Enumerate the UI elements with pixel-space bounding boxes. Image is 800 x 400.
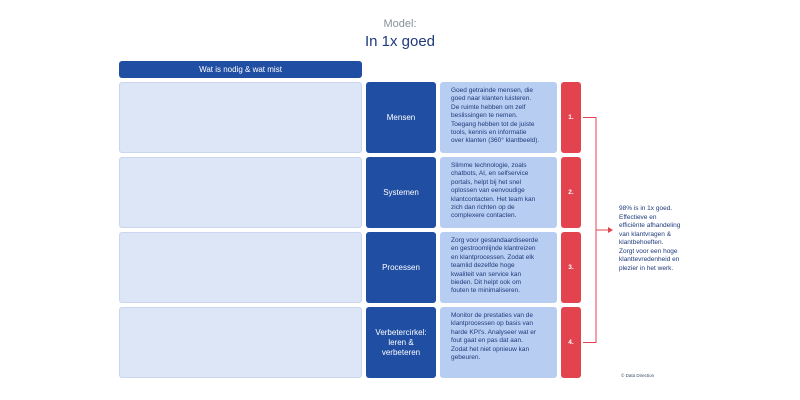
arrow-head-icon [608,227,613,233]
number-badge-2: 2. [561,157,581,228]
description-mensen: Goed getrainde mensen, die goed naar kla… [440,82,557,153]
summary-text: 98% is in 1x goed. Effectieve en efficië… [619,205,681,272]
category-processen: Processen [366,232,436,303]
empty-cell-processen [119,232,362,303]
empty-cell-verbetercirkel [119,307,362,378]
number-badge-1: 1. [561,82,581,153]
empty-cell-systemen [119,157,362,228]
number-badge-4: 4. [561,307,581,378]
copyright: © Data Direction [621,373,655,378]
description-verbetercirkel: Monitor de prestaties van de klantproces… [440,307,557,378]
number-badge-3: 3. [561,232,581,303]
model-label: Model: [383,18,417,30]
column-header: Wat is nodig & wat mist [119,61,362,78]
description-systemen: Slimme technologie, zoals chatbots, AI, … [440,157,557,228]
category-verbetercirkel: Verbetercirkel: leren & verbeteren [366,307,436,378]
empty-cell-mensen [119,82,362,153]
description-processen: Zorg voor gestandaardiseerde en gestroom… [440,232,557,303]
page-title: In 1x goed [364,33,436,50]
category-mensen: Mensen [366,82,436,153]
bracket-line [583,117,597,343]
category-systemen: Systemen [366,157,436,228]
